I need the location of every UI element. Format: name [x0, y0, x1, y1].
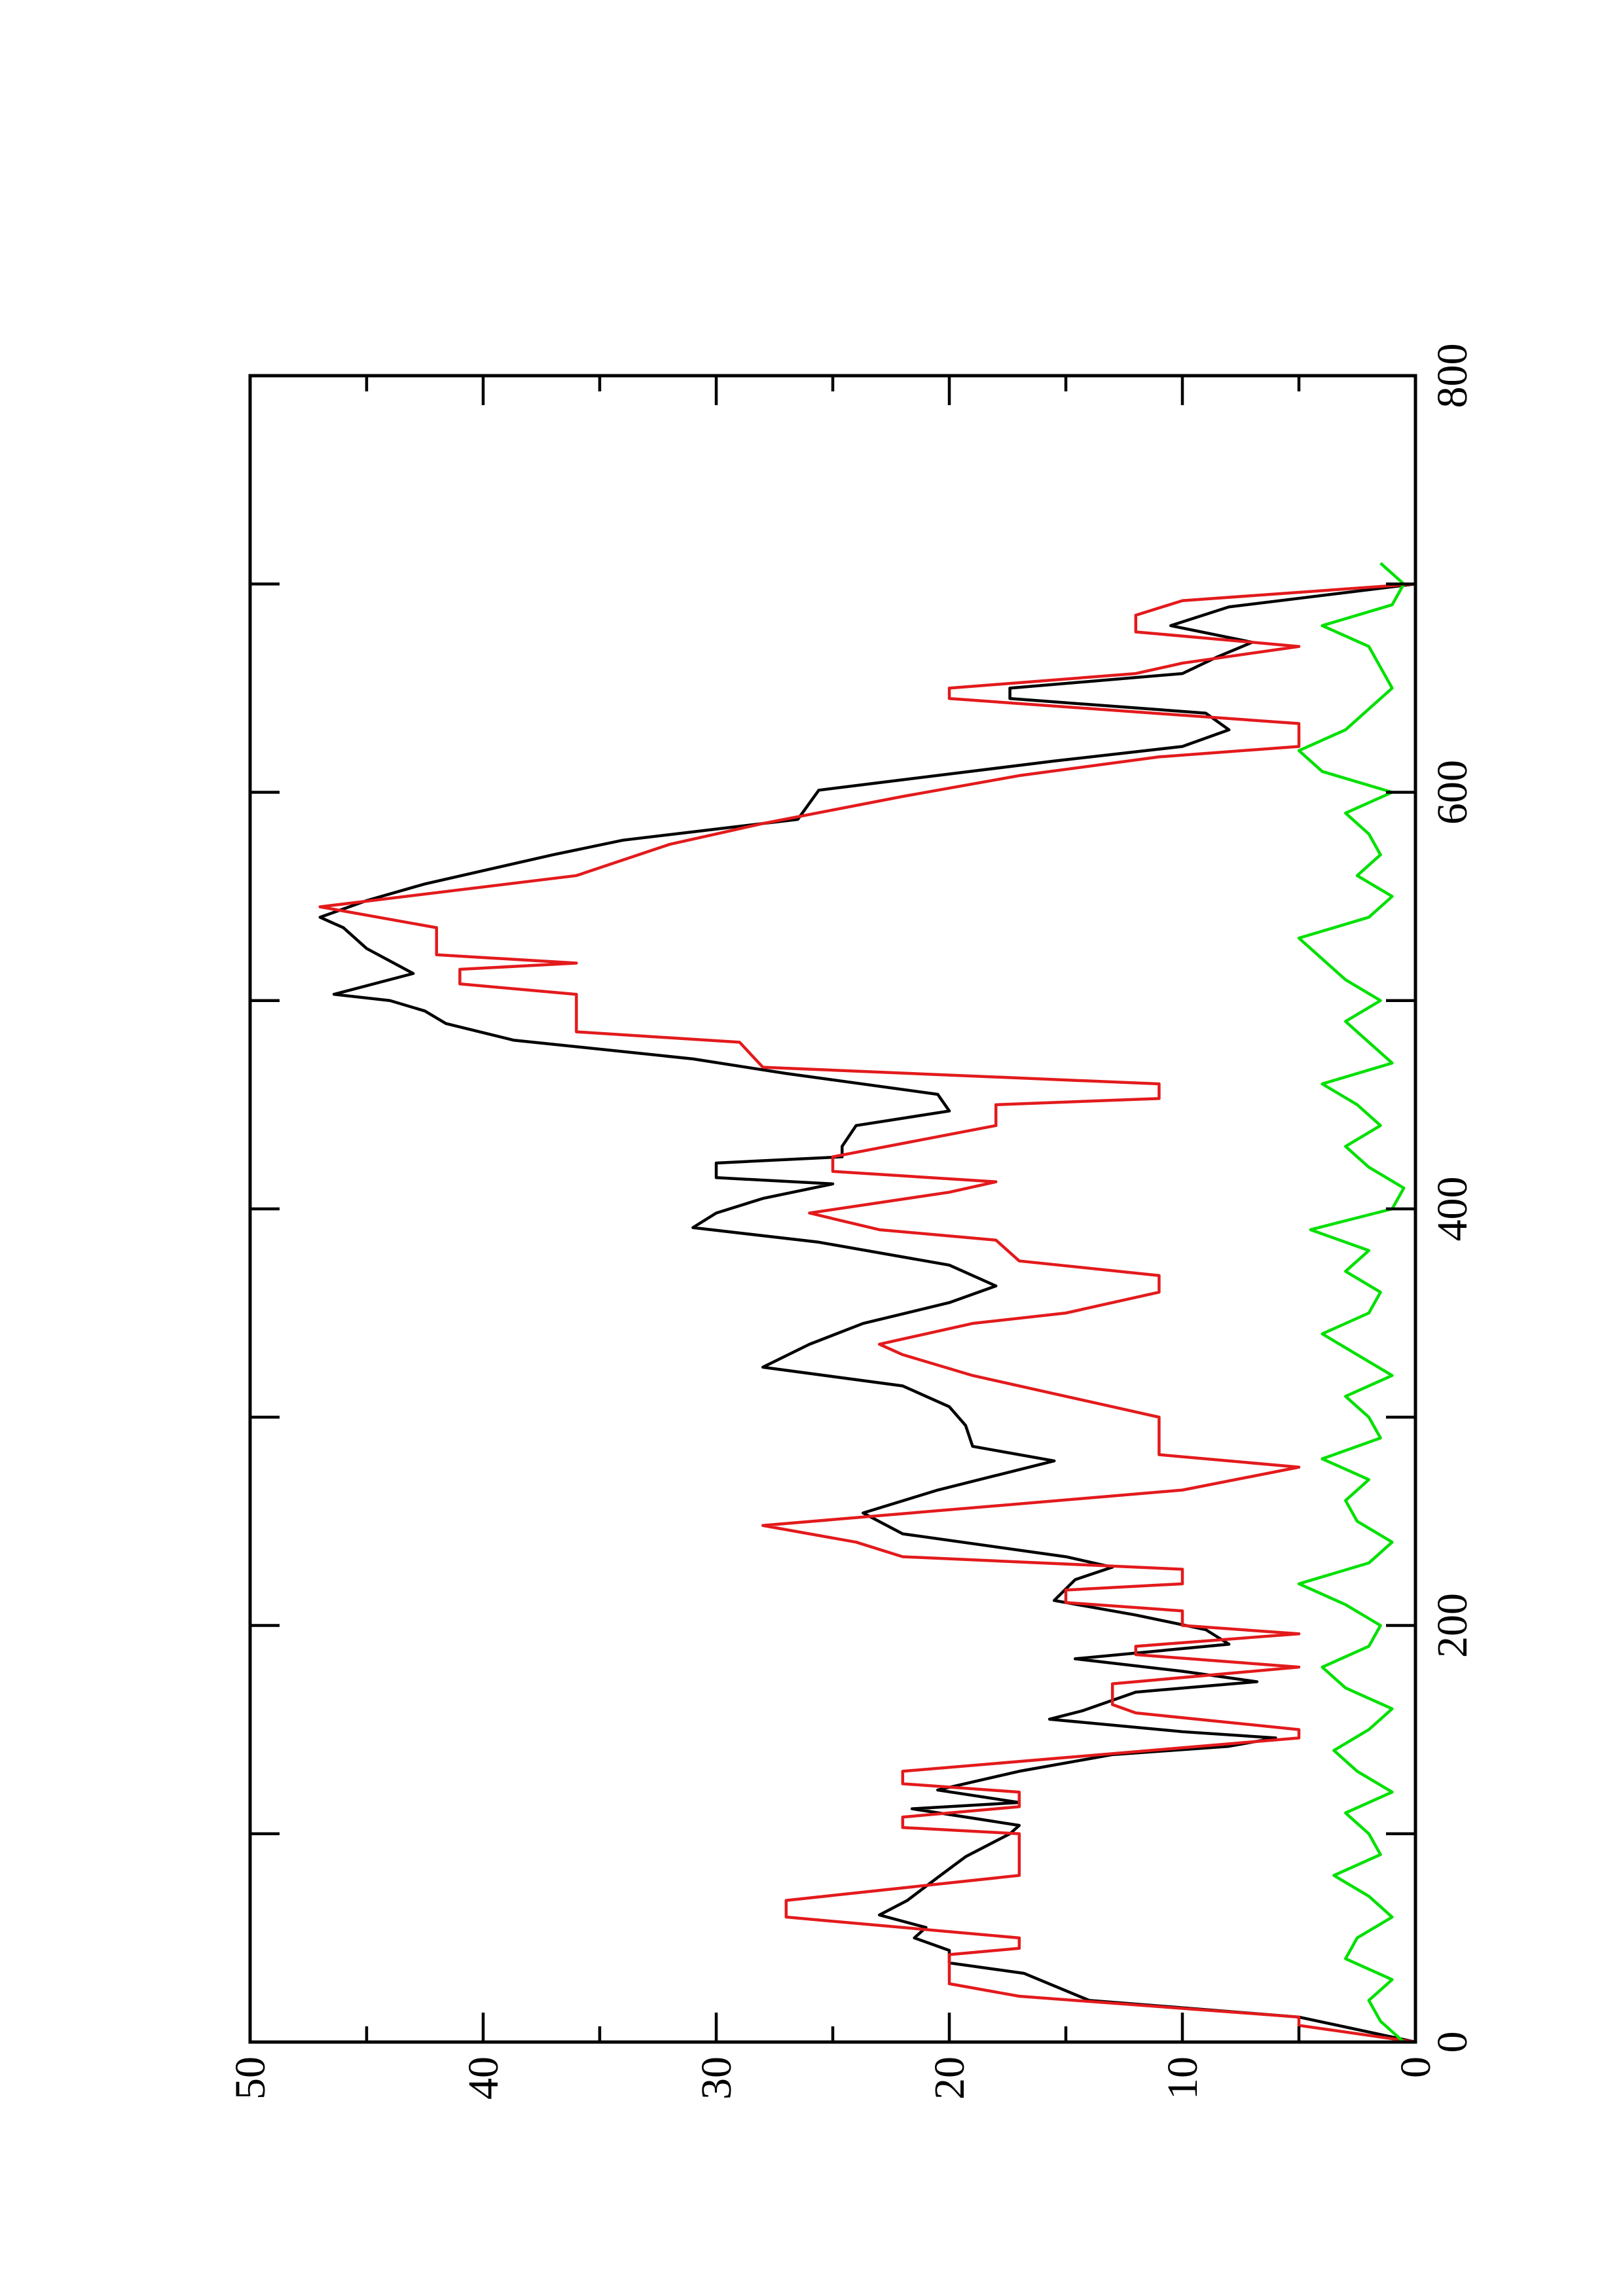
data-line — [1297, 562, 1406, 2043]
x-tick-label: 600 — [1429, 760, 1476, 825]
x-tick-label: 0 — [1429, 2032, 1476, 2053]
y-tick-label: 10 — [1159, 2056, 1207, 2100]
plot: 0 200 400 600 800 0 10 20 30 40 50 — [227, 344, 1476, 2100]
y-tick-label: 40 — [460, 2056, 507, 2100]
x-tick-label: 800 — [1429, 344, 1476, 408]
y-tick-label: 30 — [693, 2056, 740, 2100]
y-tick-label: 0 — [1392, 2056, 1440, 2078]
y-tick-label: 50 — [227, 2056, 274, 2100]
x-tick-label: 200 — [1429, 1593, 1476, 1658]
y-tick-label: 20 — [926, 2056, 974, 2100]
data-line — [318, 583, 1416, 2044]
x-tick-label: 400 — [1429, 1177, 1476, 1242]
data-line — [318, 552, 1417, 2044]
